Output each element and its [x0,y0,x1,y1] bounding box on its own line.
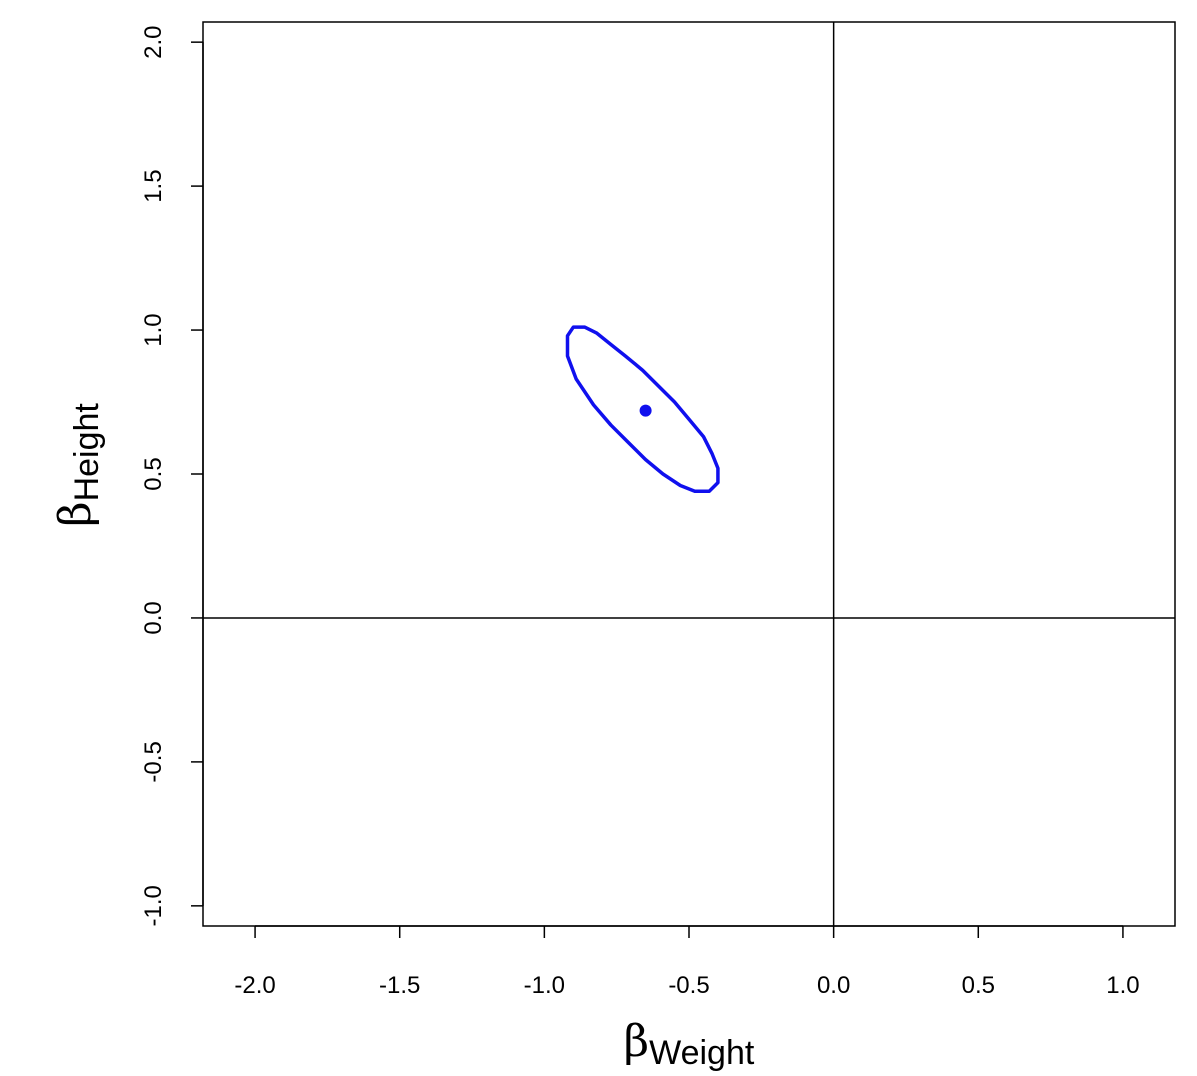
y-tick-label: 1.5 [140,169,167,202]
y-axis: -1.0 -0.5 0.0 0.5 1.0 1.5 2.0 [140,25,204,927]
y-axis-label-subscript: Height [68,403,106,502]
x-axis-label: βWeight [624,1016,755,1072]
y-tick-label: -1.0 [140,885,167,926]
reference-lines [203,22,1175,926]
x-tick-label: -1.0 [524,972,565,999]
y-tick-label: 2.0 [140,25,167,58]
x-axis-label-symbol: β [624,1016,649,1067]
x-tick-label: -0.5 [668,972,709,999]
y-tick-label: 0.0 [140,601,167,634]
x-tick-label: 0.5 [962,972,995,999]
x-tick-label: 0.0 [817,972,850,999]
y-axis-label-symbol: β [50,501,101,526]
point-estimate [639,404,652,417]
confidence-ellipse [565,325,720,494]
x-tick-label: -1.5 [379,972,420,999]
series-layer [565,325,720,494]
y-tick-label: -0.5 [140,741,167,782]
x-tick-label: -2.0 [234,972,275,999]
x-tick-label: 1.0 [1106,972,1139,999]
y-tick-label: 1.0 [140,313,167,346]
y-tick-label: 0.5 [140,457,167,490]
y-axis-label: βHeight [50,403,106,527]
x-axis-label-subscript: Weight [649,1034,755,1072]
x-axis: -2.0 -1.5 -1.0 -0.5 0.0 0.5 1.0 [234,925,1140,999]
plot-frame [202,21,1176,927]
